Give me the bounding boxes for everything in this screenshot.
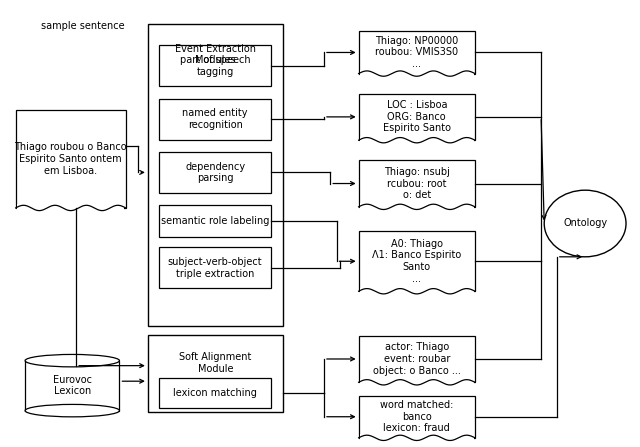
Text: sample sentence: sample sentence xyxy=(41,21,124,31)
FancyBboxPatch shape xyxy=(360,203,474,211)
Text: A0: Thiago
Λ1: Banco Espirito
Santo
...: A0: Thiago Λ1: Banco Espirito Santo ... xyxy=(372,239,461,284)
Text: Event Extraction
Modules: Event Extraction Modules xyxy=(175,44,256,65)
Text: dependency
parsing: dependency parsing xyxy=(185,162,245,183)
Ellipse shape xyxy=(544,190,626,257)
Text: lexicon matching: lexicon matching xyxy=(173,388,257,398)
FancyBboxPatch shape xyxy=(159,152,271,193)
FancyBboxPatch shape xyxy=(358,31,475,74)
FancyBboxPatch shape xyxy=(17,204,125,211)
Text: subject-verb-object
triple extraction: subject-verb-object triple extraction xyxy=(168,257,262,279)
Text: Thiago: nsubj
rcubou: root
o: det: Thiago: nsubj rcubou: root o: det xyxy=(384,167,450,200)
FancyBboxPatch shape xyxy=(159,45,271,86)
Text: Thiago: NP00000
roubou: VMIS3S0
...: Thiago: NP00000 roubou: VMIS3S0 ... xyxy=(375,36,458,69)
Text: Ontology: Ontology xyxy=(563,219,607,228)
Text: LOC : Lisboa
ORG: Banco
Espirito Santo: LOC : Lisboa ORG: Banco Espirito Santo xyxy=(383,100,451,134)
FancyBboxPatch shape xyxy=(360,434,474,441)
FancyBboxPatch shape xyxy=(148,24,283,326)
Text: Soft Alignment
Module: Soft Alignment Module xyxy=(179,352,252,374)
FancyBboxPatch shape xyxy=(159,99,271,139)
FancyBboxPatch shape xyxy=(159,378,271,408)
FancyBboxPatch shape xyxy=(358,231,475,291)
FancyBboxPatch shape xyxy=(159,205,271,237)
Text: part of speech
tagging: part of speech tagging xyxy=(180,55,250,76)
Text: Thiago roubou o Banco
Espirito Santo ontem
em Lisboa.: Thiago roubou o Banco Espirito Santo ont… xyxy=(14,143,127,176)
FancyBboxPatch shape xyxy=(148,334,283,412)
Text: word matched:
banco
lexicon: fraud: word matched: banco lexicon: fraud xyxy=(380,400,454,433)
FancyBboxPatch shape xyxy=(360,379,474,386)
Ellipse shape xyxy=(25,405,120,417)
Text: Eurovoc
Lexicon: Eurovoc Lexicon xyxy=(52,375,92,396)
Text: named entity
recognition: named entity recognition xyxy=(182,108,248,130)
FancyBboxPatch shape xyxy=(25,361,120,411)
FancyBboxPatch shape xyxy=(360,70,474,77)
FancyBboxPatch shape xyxy=(159,248,271,288)
FancyBboxPatch shape xyxy=(360,137,474,144)
FancyBboxPatch shape xyxy=(358,336,475,382)
FancyBboxPatch shape xyxy=(358,396,475,438)
Text: actor: Thiago
event: roubar
object: o Banco ...: actor: Thiago event: roubar object: o Ba… xyxy=(373,342,461,375)
FancyBboxPatch shape xyxy=(358,93,475,140)
Ellipse shape xyxy=(25,354,120,367)
FancyBboxPatch shape xyxy=(15,110,125,208)
Text: semantic role labeling: semantic role labeling xyxy=(161,216,269,226)
FancyBboxPatch shape xyxy=(358,160,475,207)
FancyBboxPatch shape xyxy=(360,288,474,295)
